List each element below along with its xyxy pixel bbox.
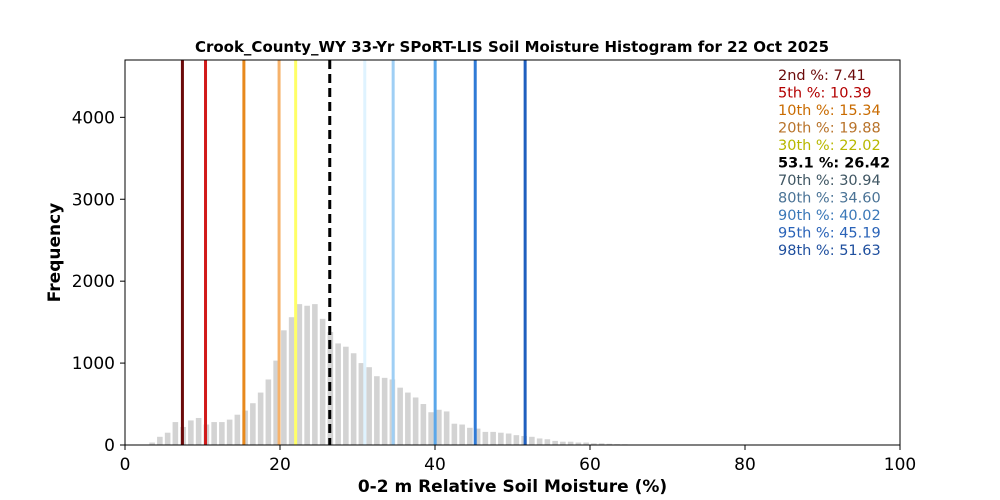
- histogram-bar: [544, 439, 551, 445]
- legend-entry: 90th %: 40.02: [778, 208, 881, 224]
- histogram-bar: [436, 409, 442, 445]
- histogram-bar: [529, 436, 535, 445]
- legend-entry: 53.1 %: 26.42: [778, 156, 890, 172]
- histogram-bar: [211, 422, 217, 445]
- x-tick-label: 100: [884, 455, 916, 475]
- bars-group: [149, 304, 628, 445]
- legend-entry: 80th %: 34.60: [778, 191, 881, 207]
- legend-entry: 95th %: 45.19: [778, 226, 881, 242]
- y-tick-label: 1000: [72, 354, 115, 374]
- histogram-bar: [560, 441, 566, 445]
- histogram-bar: [505, 433, 512, 445]
- histogram-bar: [188, 420, 194, 445]
- histogram-bar: [312, 304, 318, 445]
- legend-entry: 2nd %: 7.41: [778, 68, 866, 84]
- histogram-bar: [358, 363, 365, 445]
- x-axis-ticks: 0 20 40 60 80 100: [120, 445, 916, 475]
- x-tick-label: 20: [269, 455, 291, 475]
- histogram-bar: [405, 392, 411, 445]
- histogram-bar: [482, 431, 489, 445]
- histogram-bar: [498, 432, 504, 445]
- histogram-bar: [273, 360, 279, 445]
- y-axis-label: Frequency: [45, 203, 65, 303]
- histogram-bar: [412, 397, 419, 445]
- histogram-bar: [157, 436, 163, 445]
- histogram-bar: [195, 417, 202, 445]
- histogram-bar: [459, 424, 465, 445]
- histogram-bar: [443, 411, 450, 445]
- histogram-bar: [319, 318, 326, 445]
- histogram-bar: [281, 330, 287, 445]
- histogram-bar: [567, 441, 574, 445]
- histogram-bar: [366, 367, 372, 445]
- histogram-bar: [467, 427, 473, 445]
- chart-title: Crook_County_WY 33-Yr SPoRT-LIS Soil Moi…: [195, 38, 829, 56]
- legend-entry: 20th %: 19.88: [778, 121, 881, 137]
- percentile-lines-group: [180, 60, 527, 445]
- histogram-bar: [474, 428, 481, 445]
- histogram-bar: [172, 422, 179, 445]
- x-axis-label: 0-2 m Relative Soil Moisture (%): [358, 477, 667, 497]
- histogram-bar: [250, 403, 256, 445]
- legend-entry: 10th %: 15.34: [778, 103, 881, 119]
- y-tick-label: 3000: [72, 190, 115, 210]
- histogram-bar: [164, 432, 171, 445]
- histogram-bar: [343, 346, 349, 445]
- histogram-bar: [257, 392, 264, 445]
- histogram-bar: [583, 442, 589, 445]
- histogram-bar: [420, 404, 427, 445]
- legend-entry: 70th %: 30.94: [778, 173, 881, 189]
- histogram-bar: [335, 343, 341, 445]
- histogram-bar: [397, 387, 403, 445]
- y-axis-ticks: 0 1000 2000 3000 4000: [72, 108, 125, 456]
- histogram-bar: [513, 435, 520, 445]
- y-tick-label: 2000: [72, 272, 115, 292]
- histogram-bar: [552, 440, 558, 445]
- histogram-bar: [219, 422, 225, 445]
- histogram-bar: [591, 443, 597, 445]
- histogram-bar: [606, 443, 613, 445]
- histogram-bar: [226, 419, 233, 445]
- histogram-bar: [296, 304, 303, 445]
- histogram-bar: [381, 377, 388, 445]
- histogram-bar: [350, 353, 357, 445]
- histogram-bar: [575, 442, 582, 445]
- x-tick-label: 0: [120, 455, 131, 475]
- y-tick-label: 4000: [72, 108, 115, 128]
- legend-entry: 98th %: 51.63: [778, 243, 881, 259]
- histogram-bar: [234, 414, 241, 445]
- histogram-bar: [598, 443, 605, 445]
- x-tick-label: 60: [579, 455, 601, 475]
- histogram-bar: [149, 442, 155, 445]
- histogram-bar: [451, 423, 458, 445]
- histogram-bar: [304, 305, 310, 445]
- histogram-bar: [288, 317, 295, 445]
- x-tick-label: 80: [734, 455, 756, 475]
- y-tick-label: 0: [104, 436, 115, 456]
- histogram-bar: [490, 431, 496, 445]
- histogram-bar: [428, 412, 434, 445]
- legend-entry: 5th %: 10.39: [778, 86, 872, 102]
- histogram-bar: [536, 438, 543, 445]
- histogram-bar: [265, 379, 272, 445]
- x-tick-label: 40: [424, 455, 446, 475]
- legend-entry: 30th %: 22.02: [778, 138, 881, 154]
- plot-area-frame: [124, 59, 901, 446]
- histogram-bar: [374, 376, 380, 445]
